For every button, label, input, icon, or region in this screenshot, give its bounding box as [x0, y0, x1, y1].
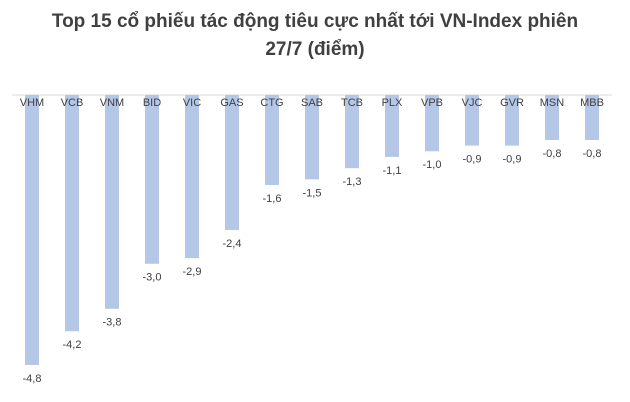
bar	[585, 95, 599, 140]
data-label: -3,0	[143, 272, 162, 284]
data-label: -0,8	[543, 148, 562, 160]
x-tick-label: MSN	[540, 97, 565, 109]
data-label: -2,9	[183, 266, 202, 278]
bar	[145, 95, 159, 264]
x-tick-label: VHM	[20, 97, 44, 109]
data-label: -3,8	[103, 317, 122, 329]
data-label: -1,3	[343, 176, 362, 188]
x-tick-label: CTG	[260, 97, 283, 109]
bar	[385, 95, 399, 157]
data-label: -1,0	[423, 159, 442, 171]
data-label: -1,5	[303, 187, 322, 199]
bar	[505, 95, 519, 146]
data-label: -4,2	[63, 339, 82, 351]
bar	[545, 95, 559, 140]
x-tick-label: PLX	[382, 97, 403, 109]
bar	[465, 95, 479, 146]
data-label: -0,8	[583, 148, 602, 160]
bar	[65, 95, 79, 332]
data-label: -1,6	[263, 193, 282, 205]
x-tick-label: VJC	[462, 97, 483, 109]
bar	[425, 95, 439, 152]
bar	[25, 95, 39, 365]
data-label: -0,9	[503, 154, 522, 166]
bar	[225, 95, 239, 230]
x-tick-label: MBB	[580, 97, 604, 109]
bar	[185, 95, 199, 259]
data-label: -0,9	[463, 154, 482, 166]
bar	[105, 95, 119, 309]
x-tick-label: VNM	[100, 97, 124, 109]
bar	[345, 95, 359, 169]
x-tick-label: SAB	[301, 97, 323, 109]
bar	[305, 95, 319, 180]
x-tick-label: GAS	[220, 97, 243, 109]
data-label: -2,4	[223, 238, 242, 250]
x-tick-label: VPB	[421, 97, 443, 109]
x-tick-label: VCB	[61, 97, 84, 109]
bar	[265, 95, 279, 185]
data-label: -4,8	[23, 373, 42, 385]
x-tick-label: TCB	[341, 97, 363, 109]
chart-title: Top 15 cổ phiếu tác động tiêu cực nhất t…	[51, 11, 579, 60]
x-tick-label: VIC	[183, 97, 201, 109]
x-tick-label: BID	[143, 97, 161, 109]
x-tick-label: GVR	[500, 97, 524, 109]
data-label: -1,1	[383, 165, 402, 177]
